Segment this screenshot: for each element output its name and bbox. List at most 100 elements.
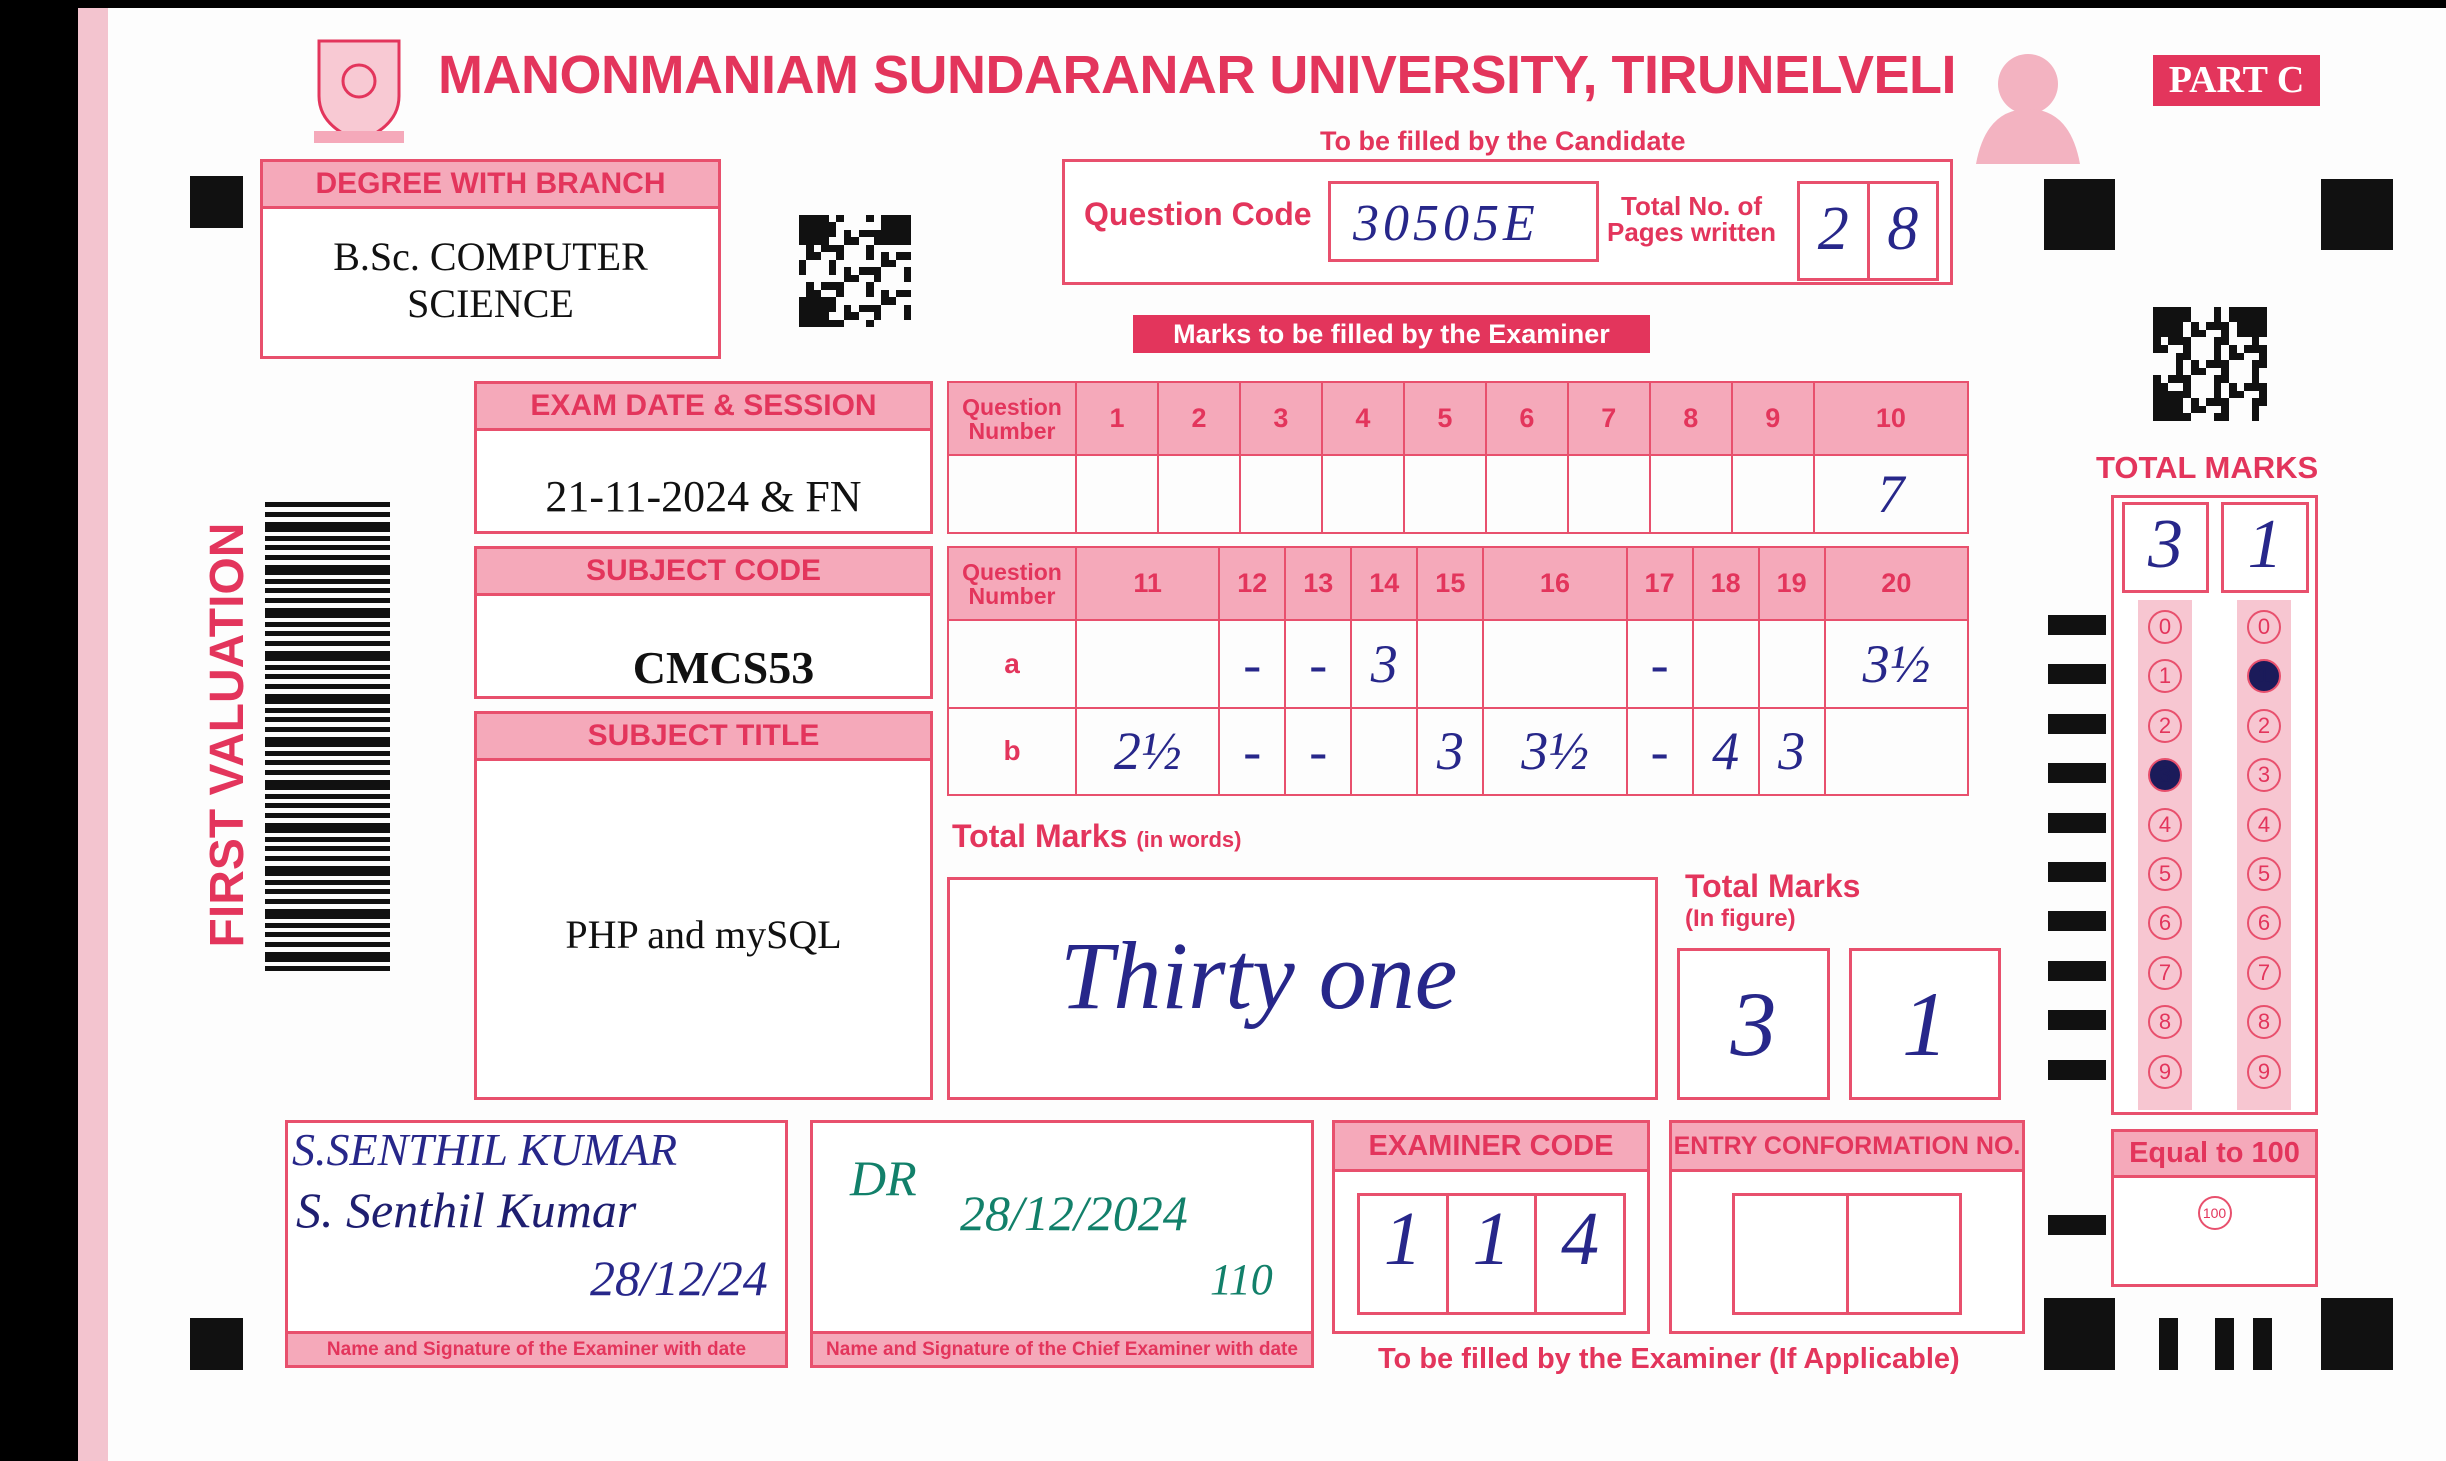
barcode-bar	[265, 631, 390, 636]
qr-module	[2206, 360, 2214, 368]
barcode-bar	[265, 909, 390, 919]
mark-cell: 7	[1812, 454, 1970, 534]
omr-bubble[interactable]: 4	[2148, 807, 2182, 842]
omr-bubble[interactable]: 4	[2247, 807, 2281, 842]
omr-bubble[interactable]: 7	[2247, 955, 2281, 990]
chief-signature-box: Name and Signature of the Chief Examiner…	[810, 1120, 1314, 1368]
qr-module	[2251, 314, 2260, 323]
mark-cell: -	[1284, 706, 1353, 796]
paper-edge	[78, 8, 108, 1461]
question-number: 14	[1350, 546, 1419, 621]
qr-module	[2244, 383, 2252, 391]
mark-cell	[1402, 454, 1487, 534]
omr-bubble[interactable]: 1	[2148, 659, 2182, 694]
mark-cell: 3	[1416, 706, 1485, 796]
qr-module	[881, 252, 889, 260]
omr-bubble[interactable]: 8	[2148, 1005, 2182, 1040]
qr-module	[888, 222, 897, 230]
qr-module	[813, 215, 822, 223]
qr-module	[813, 252, 822, 260]
mark-cell: -	[1218, 619, 1287, 709]
total-words-value: Thirty one	[1060, 922, 1458, 1029]
qr-module	[2213, 390, 2222, 399]
qr-module	[866, 267, 874, 275]
qr-module	[2229, 390, 2237, 399]
mark-cell	[1757, 619, 1826, 709]
omr-bubble[interactable]: 2	[2148, 708, 2182, 743]
omr-bubble[interactable]: 2	[2247, 708, 2281, 743]
question-number: 4	[1320, 381, 1405, 456]
qr-module	[813, 297, 822, 305]
omr-bubble[interactable]: 3	[2148, 758, 2182, 793]
qr-module	[2236, 307, 2245, 315]
qr-module	[888, 297, 897, 305]
qr-module	[813, 222, 822, 230]
mark-cell	[1350, 706, 1419, 796]
qr-module	[2221, 360, 2229, 368]
qr-code	[2153, 307, 2267, 421]
omr-bubble[interactable]: 6	[2247, 906, 2281, 941]
omr-bubble[interactable]: 8	[2247, 1005, 2281, 1040]
examiner-signature: S. Senthil Kumar	[296, 1182, 637, 1238]
qr-module	[2175, 390, 2184, 399]
qr-module	[806, 215, 814, 223]
qr-module	[866, 215, 874, 223]
bubble-100[interactable]: 100	[2197, 1196, 2232, 1230]
mark-cell	[1416, 619, 1485, 709]
mark-cell: -	[1284, 619, 1353, 709]
mark-cell	[1823, 706, 1970, 796]
barcode-bar	[265, 880, 390, 885]
qr-module	[2251, 360, 2260, 368]
qr-module	[896, 222, 904, 230]
exam-date-label: EXAM DATE & SESSION	[477, 384, 930, 431]
entry-cell[interactable]	[1849, 1196, 1960, 1312]
timing-mark	[2048, 862, 2106, 882]
question-number: 12	[1218, 546, 1287, 621]
question-number: 17	[1625, 546, 1694, 621]
barcode-bar	[265, 866, 390, 876]
barcode-bar	[265, 770, 390, 775]
alignment-bar	[2253, 1318, 2272, 1370]
examiner-code-digit: 4	[1561, 1197, 1600, 1281]
alignment-mark	[190, 176, 243, 228]
qr-module	[2160, 329, 2169, 338]
question-code-label: Question Code	[1084, 196, 1312, 232]
mark-cell	[1482, 619, 1628, 709]
qr-module	[843, 229, 852, 238]
question-code-field: 30505E	[1328, 181, 1599, 262]
qr-module	[836, 244, 844, 253]
omr-bubble[interactable]: 3	[2247, 758, 2281, 793]
qr-module	[881, 259, 889, 268]
omr-bubble[interactable]: 5	[2148, 857, 2182, 891]
omr-bubble[interactable]: 1	[2247, 659, 2281, 694]
chief-extra: 110	[1210, 1255, 1273, 1304]
header-row: Question Number 1 2 3 4 5 6 7 8 9 10	[947, 381, 1970, 456]
qr-module	[813, 229, 822, 238]
omr-bubble[interactable]: 5	[2247, 857, 2281, 891]
alignment-bar	[2215, 1318, 2234, 1370]
omr-total-label: TOTAL MARKS	[2096, 450, 2319, 485]
omr-bubble[interactable]: 9	[2148, 1054, 2182, 1089]
omr-bubble[interactable]: 7	[2148, 955, 2182, 990]
qr-module	[2213, 383, 2222, 391]
qr-module	[2160, 322, 2169, 330]
qr-module	[799, 229, 807, 238]
entry-cell[interactable]	[1735, 1196, 1849, 1312]
qr-module	[881, 237, 889, 245]
mark-cell: -	[1218, 706, 1287, 796]
omr-bubble[interactable]: 0	[2247, 610, 2281, 644]
omr-bubble[interactable]: 0	[2148, 610, 2182, 644]
qr-module	[836, 282, 844, 290]
timing-mark	[2048, 763, 2106, 784]
omr-bubble[interactable]: 9	[2247, 1054, 2281, 1089]
barcode-bar	[265, 727, 390, 732]
mark-cell	[1075, 454, 1159, 534]
omr-bubble[interactable]: 6	[2148, 906, 2182, 941]
barcode-bar	[265, 837, 390, 842]
qr-module	[873, 237, 882, 245]
qr-module	[2168, 322, 2176, 330]
barcode-bar	[265, 522, 390, 532]
mark-cell: 3	[1757, 706, 1826, 796]
degree-box: DEGREE WITH BRANCH B.Sc. COMPUTER SCIENC…	[260, 159, 721, 359]
alignment-mark	[2321, 1298, 2393, 1370]
